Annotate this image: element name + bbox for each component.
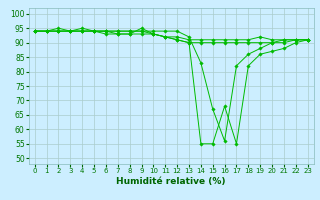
X-axis label: Humidité relative (%): Humidité relative (%) bbox=[116, 177, 226, 186]
